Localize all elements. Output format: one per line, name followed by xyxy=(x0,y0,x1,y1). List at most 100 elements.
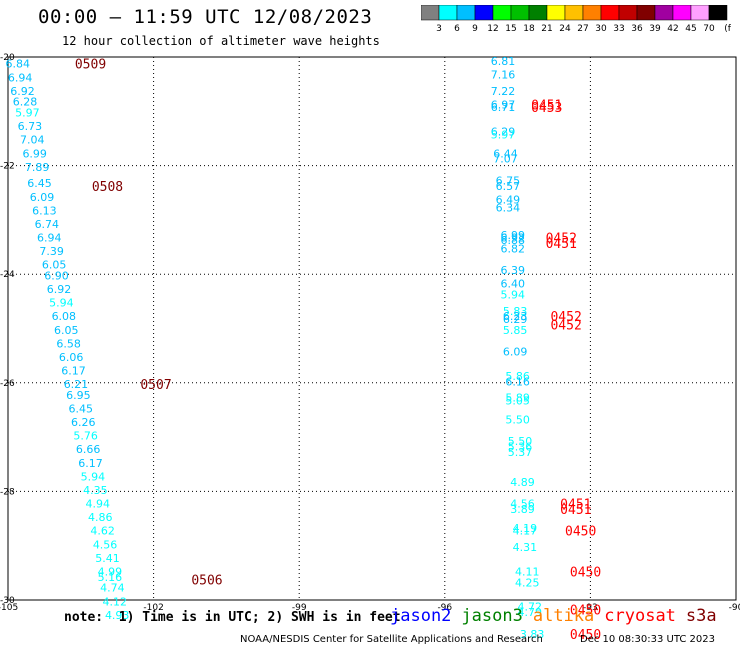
swh-value-label: 6.28 xyxy=(13,96,38,109)
swh-value-label: 4.89 xyxy=(510,476,535,489)
colorbar-tick-label: 30 xyxy=(595,24,607,34)
swh-value-label: 6.05 xyxy=(42,259,67,272)
map-subtitle: 12 hour collection of altimeter wave hei… xyxy=(62,34,380,48)
swh-value-label: 6.08 xyxy=(52,310,77,323)
lon-axis-label: -102 xyxy=(143,603,163,613)
swh-value-label: 7.39 xyxy=(39,245,64,258)
lon-axis-label: -90 xyxy=(729,603,740,613)
swh-value-label: 4.56 xyxy=(510,498,535,511)
swh-value-label: 4.35 xyxy=(83,484,108,497)
swh-value-label: 7.22 xyxy=(491,85,516,98)
pass-time-label: 0451 xyxy=(546,237,577,252)
page-title: 00:00 – 11:59 UTC 12/08/2023 xyxy=(38,6,373,28)
swh-value-label: 5.36 xyxy=(508,441,533,454)
swh-value-label: 6.88 xyxy=(500,234,525,247)
swh-value-label: 5.76 xyxy=(73,430,98,443)
colorbar-tick-label: 33 xyxy=(613,24,624,34)
swh-value-label: 6.82 xyxy=(500,242,525,255)
swh-value-label: 5.94 xyxy=(500,288,525,301)
swh-value-label: 3.83 xyxy=(520,628,545,641)
swh-value-label: 4.62 xyxy=(90,525,115,538)
lat-axis-label: -24 xyxy=(0,270,15,280)
lon-axis-label: -105 xyxy=(0,603,18,613)
swh-value-label: 6.94 xyxy=(8,71,33,84)
colorbar-tick-label: 45 xyxy=(685,24,696,34)
swh-value-label: 5.97 xyxy=(491,128,516,141)
lon-axis-label: -99 xyxy=(292,603,307,613)
swh-value-label: 6.49 xyxy=(496,193,521,206)
swh-value-label: 5.94 xyxy=(49,297,74,310)
swh-value-label: 6.95 xyxy=(66,389,91,402)
colorbar-tick-label: 21 xyxy=(541,24,552,34)
swh-value-label: 6.97 xyxy=(491,98,516,111)
swh-value-label: 6.92 xyxy=(10,85,35,98)
legend-jason3: jason3 xyxy=(461,606,523,626)
colorbar-tick-label: 36 xyxy=(631,24,643,34)
swh-value-label: 6.94 xyxy=(37,231,62,244)
satellite-legend: jason2 jason3 altika cryosat s3a xyxy=(390,606,727,626)
pass-time-label: 0450 xyxy=(570,603,601,618)
swh-value-label: 6.26 xyxy=(71,416,96,429)
lon-axis-label: -96 xyxy=(437,603,452,613)
swh-value-label: 6.06 xyxy=(59,351,84,364)
swh-value-label: 6.75 xyxy=(496,174,521,187)
credit-line: NOAA/NESDIS Center for Satellite Applica… xyxy=(240,634,543,645)
swh-value-label: 6.57 xyxy=(496,180,521,193)
lon-axis-label: -93 xyxy=(583,603,598,613)
lat-axis-label: -26 xyxy=(0,379,15,389)
swh-value-label: 4.74 xyxy=(100,582,125,595)
swh-value-label: 5.50 xyxy=(505,413,530,426)
swh-value-label: 6.34 xyxy=(496,202,521,215)
swh-value-label: 5.05 xyxy=(505,394,530,407)
swh-value-label: 6.92 xyxy=(47,283,72,296)
colorbar-tick-label: 6 xyxy=(454,24,460,34)
swh-value-label: 3.89 xyxy=(510,503,535,516)
swh-value-label: 6.58 xyxy=(56,337,81,350)
map-frame xyxy=(7,56,737,601)
swh-value-label: 5.97 xyxy=(15,107,40,120)
swh-value-label: 5.94 xyxy=(81,470,106,483)
swh-value-label: 5.41 xyxy=(95,552,120,565)
swh-value-label: 5.16 xyxy=(98,571,123,584)
swh-value-label: 4.31 xyxy=(513,541,538,554)
swh-value-label: 6.39 xyxy=(500,264,525,277)
lat-axis-label: -20 xyxy=(0,53,15,63)
swh-value-label: 6.17 xyxy=(78,457,103,470)
swh-value-label: 7.16 xyxy=(491,69,516,82)
swh-value-label: 4.79 xyxy=(517,606,542,619)
generated-timestamp: Dec 10 08:30:33 UTC 2023 xyxy=(580,634,715,645)
swh-value-label: 4.99 xyxy=(98,565,123,578)
swh-value-label: 7.89 xyxy=(25,161,50,174)
pass-time-label: 0453 xyxy=(531,101,562,116)
swh-value-label: 4.11 xyxy=(515,565,540,578)
swh-value-label: 7.04 xyxy=(20,134,45,147)
swh-value-label: 4.25 xyxy=(515,576,540,589)
swh-value-label: 4.56 xyxy=(93,538,118,551)
pass-time-label: 0451 xyxy=(560,498,591,513)
pass-time-label: 0508 xyxy=(92,180,123,195)
colorbar-tick-label: 70 xyxy=(703,24,715,34)
pass-time-label: 0450 xyxy=(570,628,601,643)
swh-value-label: 6.40 xyxy=(500,278,525,291)
lat-axis-label: -28 xyxy=(0,487,15,497)
swh-value-label: 6.05 xyxy=(54,324,79,337)
swh-value-label: 4.12 xyxy=(103,595,128,608)
swh-value-label: 4.86 xyxy=(88,511,113,524)
swh-value-label: 6.74 xyxy=(35,218,60,231)
pass-time-label: 0452 xyxy=(546,231,577,246)
swh-value-label: 6.17 xyxy=(61,365,86,378)
swh-value-label: 6.66 xyxy=(76,443,101,456)
colorbar-unit-label: (ft) xyxy=(724,24,731,34)
pass-time-label: 0452 xyxy=(550,318,581,333)
colorbar-tick-label: 24 xyxy=(559,24,571,34)
swh-value-label: 4.93 xyxy=(105,609,130,622)
swh-value-label: 6.16 xyxy=(505,375,530,388)
legend-cryosat: cryosat xyxy=(604,606,676,626)
swh-value-label: 6.71 xyxy=(491,101,516,114)
swh-value-label: 4.19 xyxy=(513,522,538,535)
colorbar-tick-label: 18 xyxy=(523,24,535,34)
pass-time-label: 0451 xyxy=(531,98,562,113)
swh-value-label: 6.99 xyxy=(22,147,47,160)
swh-value-label: 5.89 xyxy=(505,392,530,405)
